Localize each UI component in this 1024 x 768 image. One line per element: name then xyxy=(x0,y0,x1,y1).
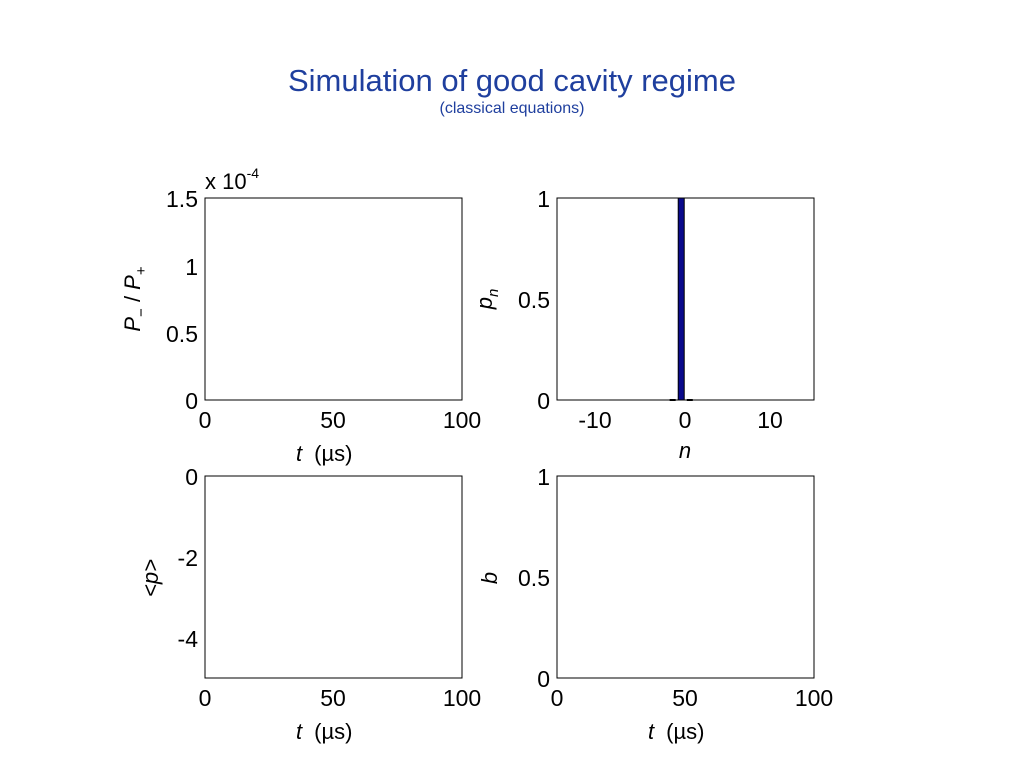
y-tick-label: 0 xyxy=(537,388,550,414)
x-tick-label: 100 xyxy=(443,685,481,711)
y-tick-label: 0 xyxy=(185,464,198,490)
y-axis-variable: p xyxy=(472,297,497,310)
x-axis-variable: t xyxy=(296,719,303,744)
y-axis-label: pn xyxy=(472,289,502,311)
slide-title: Simulation of good cavity regime xyxy=(287,63,736,98)
x-tick-label: 100 xyxy=(795,685,833,711)
x-tick-label: 0 xyxy=(679,407,692,433)
plot-frame xyxy=(556,197,815,401)
y-tick-label: 1 xyxy=(537,464,550,490)
y-axis-sub-1: − xyxy=(133,308,150,317)
bars xyxy=(669,197,693,401)
y-tick-label: 0.5 xyxy=(518,565,550,591)
y-axis-label: P− / P+ xyxy=(120,266,150,331)
plot-frame xyxy=(204,197,463,401)
x-axis-label: t (µs) xyxy=(296,719,352,744)
y-axis-var-1: P xyxy=(120,317,145,332)
x-axis-unit: (µs) xyxy=(314,719,352,744)
y-tick-label: 0 xyxy=(185,388,198,414)
exponent-power: -4 xyxy=(247,165,260,181)
y-axis-var-2: P xyxy=(120,275,145,290)
panel-b: 0 0.5 1 0 50 100 t (µs) b xyxy=(477,464,833,744)
x-axis-label: t (µs) xyxy=(648,719,704,744)
x-axis-variable: t xyxy=(296,441,303,466)
exponent-label: x 10-4 xyxy=(205,165,259,194)
x-tick-label: 0 xyxy=(551,685,564,711)
x-tick-label: 50 xyxy=(320,685,346,711)
y-tick-label: 0.5 xyxy=(518,287,550,313)
x-axis-unit: (µs) xyxy=(314,441,352,466)
plot-frame xyxy=(204,475,463,679)
y-axis-label: b xyxy=(477,572,502,584)
x-tick-label: 50 xyxy=(320,407,346,433)
x-axis-unit: (µs) xyxy=(666,719,704,744)
y-tick-label: -4 xyxy=(178,626,199,652)
x-tick-label: 100 xyxy=(443,407,481,433)
exponent-prefix: x 10 xyxy=(205,169,247,194)
x-axis-label: n xyxy=(679,438,691,463)
y-axis-subscript: n xyxy=(485,289,502,297)
y-tick-label: 1 xyxy=(537,186,550,212)
y-tick-label: 1.5 xyxy=(166,186,198,212)
y-tick-label: -2 xyxy=(178,545,198,571)
panel-ratio: 0 0.5 1 1.5 0 50 100 x 10-4 t (µs) P− / P… xyxy=(120,165,481,466)
x-axis-variable: t xyxy=(648,719,655,744)
slide-subtitle: (classical equations) xyxy=(439,100,585,117)
y-axis-sub-2: + xyxy=(133,266,150,275)
x-tick-label: 0 xyxy=(199,407,212,433)
x-tick-label: -10 xyxy=(578,407,611,433)
bar xyxy=(677,197,685,401)
plot-frame xyxy=(556,475,815,679)
y-tick-label: 0.5 xyxy=(166,321,198,347)
y-axis-separator: / xyxy=(120,290,145,308)
y-axis-label: <p> xyxy=(138,559,163,597)
x-axis-label: t (µs) xyxy=(296,441,352,466)
panel-mean-p: 0 -2 -4 0 50 100 t (µs) <p> xyxy=(138,464,481,744)
x-tick-label: 50 xyxy=(672,685,698,711)
x-tick-label: 10 xyxy=(757,407,783,433)
panel-distribution: 0 0.5 1 -10 0 10 n pn xyxy=(472,186,815,463)
x-tick-label: 0 xyxy=(199,685,212,711)
y-tick-label: 0 xyxy=(537,666,550,692)
y-tick-label: 1 xyxy=(185,254,198,280)
